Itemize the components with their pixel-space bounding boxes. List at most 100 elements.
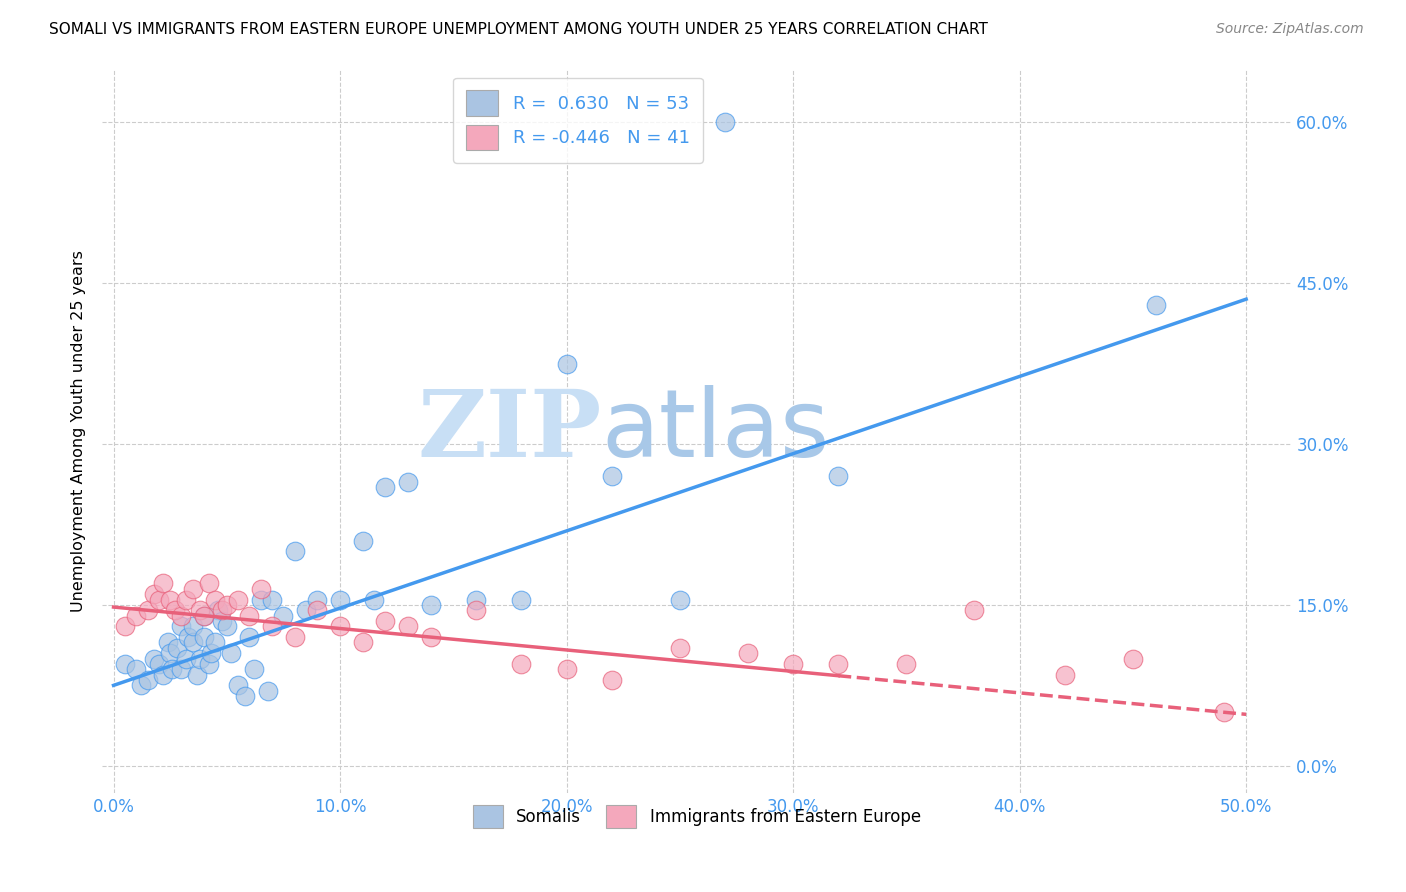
Point	[249, 592, 271, 607]
Point	[374, 480, 396, 494]
Point	[963, 603, 986, 617]
Point	[159, 646, 181, 660]
Point	[136, 673, 159, 687]
Point	[170, 662, 193, 676]
Point	[221, 646, 243, 660]
Y-axis label: Unemployment Among Youth under 25 years: Unemployment Among Youth under 25 years	[72, 250, 86, 612]
Point	[170, 619, 193, 633]
Point	[284, 544, 307, 558]
Point	[262, 592, 284, 607]
Text: Source: ZipAtlas.com: Source: ZipAtlas.com	[1216, 22, 1364, 37]
Point	[737, 646, 759, 660]
Point	[329, 592, 352, 607]
Point	[262, 619, 284, 633]
Point	[1122, 651, 1144, 665]
Point	[148, 657, 170, 671]
Text: atlas: atlas	[602, 384, 830, 476]
Point	[181, 582, 204, 596]
Point	[197, 657, 219, 671]
Point	[419, 598, 441, 612]
Point	[249, 582, 271, 596]
Point	[465, 603, 488, 617]
Point	[374, 614, 396, 628]
Point	[114, 657, 136, 671]
Point	[1212, 705, 1234, 719]
Point	[211, 603, 233, 617]
Text: SOMALI VS IMMIGRANTS FROM EASTERN EUROPE UNEMPLOYMENT AMONG YOUTH UNDER 25 YEARS: SOMALI VS IMMIGRANTS FROM EASTERN EUROPE…	[49, 22, 988, 37]
Point	[226, 678, 249, 692]
Point	[329, 619, 352, 633]
Point	[114, 619, 136, 633]
Point	[188, 651, 211, 665]
Point	[510, 592, 533, 607]
Point	[211, 614, 233, 628]
Point	[243, 662, 266, 676]
Legend: Somalis, Immigrants from Eastern Europe: Somalis, Immigrants from Eastern Europe	[467, 798, 928, 835]
Text: ZIP: ZIP	[418, 385, 602, 475]
Point	[352, 635, 374, 649]
Point	[181, 619, 204, 633]
Point	[193, 630, 215, 644]
Point	[125, 662, 148, 676]
Point	[174, 592, 197, 607]
Point	[284, 630, 307, 644]
Point	[827, 469, 849, 483]
Point	[193, 608, 215, 623]
Point	[174, 651, 197, 665]
Point	[204, 592, 226, 607]
Point	[186, 667, 208, 681]
Point	[396, 475, 419, 489]
Point	[600, 673, 623, 687]
Point	[307, 592, 329, 607]
Point	[295, 603, 318, 617]
Point	[782, 657, 804, 671]
Point	[170, 608, 193, 623]
Point	[896, 657, 918, 671]
Point	[827, 657, 849, 671]
Point	[465, 592, 488, 607]
Point	[1144, 297, 1167, 311]
Point	[1053, 667, 1076, 681]
Point	[352, 533, 374, 548]
Point	[419, 630, 441, 644]
Point	[129, 678, 152, 692]
Point	[215, 598, 238, 612]
Point	[200, 646, 222, 660]
Point	[193, 608, 215, 623]
Point	[256, 683, 278, 698]
Point	[555, 662, 578, 676]
Point	[152, 667, 174, 681]
Point	[197, 576, 219, 591]
Point	[136, 603, 159, 617]
Point	[363, 592, 385, 607]
Point	[238, 608, 260, 623]
Point	[159, 592, 181, 607]
Point	[215, 619, 238, 633]
Point	[669, 592, 692, 607]
Point	[233, 689, 256, 703]
Point	[177, 630, 200, 644]
Point	[156, 635, 179, 649]
Point	[207, 603, 229, 617]
Point	[273, 608, 295, 623]
Point	[143, 651, 166, 665]
Point	[148, 592, 170, 607]
Point	[162, 662, 184, 676]
Point	[188, 603, 211, 617]
Point	[163, 603, 186, 617]
Point	[714, 115, 737, 129]
Point	[555, 357, 578, 371]
Point	[238, 630, 260, 644]
Point	[152, 576, 174, 591]
Point	[510, 657, 533, 671]
Point	[204, 635, 226, 649]
Point	[307, 603, 329, 617]
Point	[166, 640, 188, 655]
Point	[143, 587, 166, 601]
Point	[669, 640, 692, 655]
Point	[600, 469, 623, 483]
Point	[396, 619, 419, 633]
Point	[181, 635, 204, 649]
Point	[226, 592, 249, 607]
Point	[125, 608, 148, 623]
